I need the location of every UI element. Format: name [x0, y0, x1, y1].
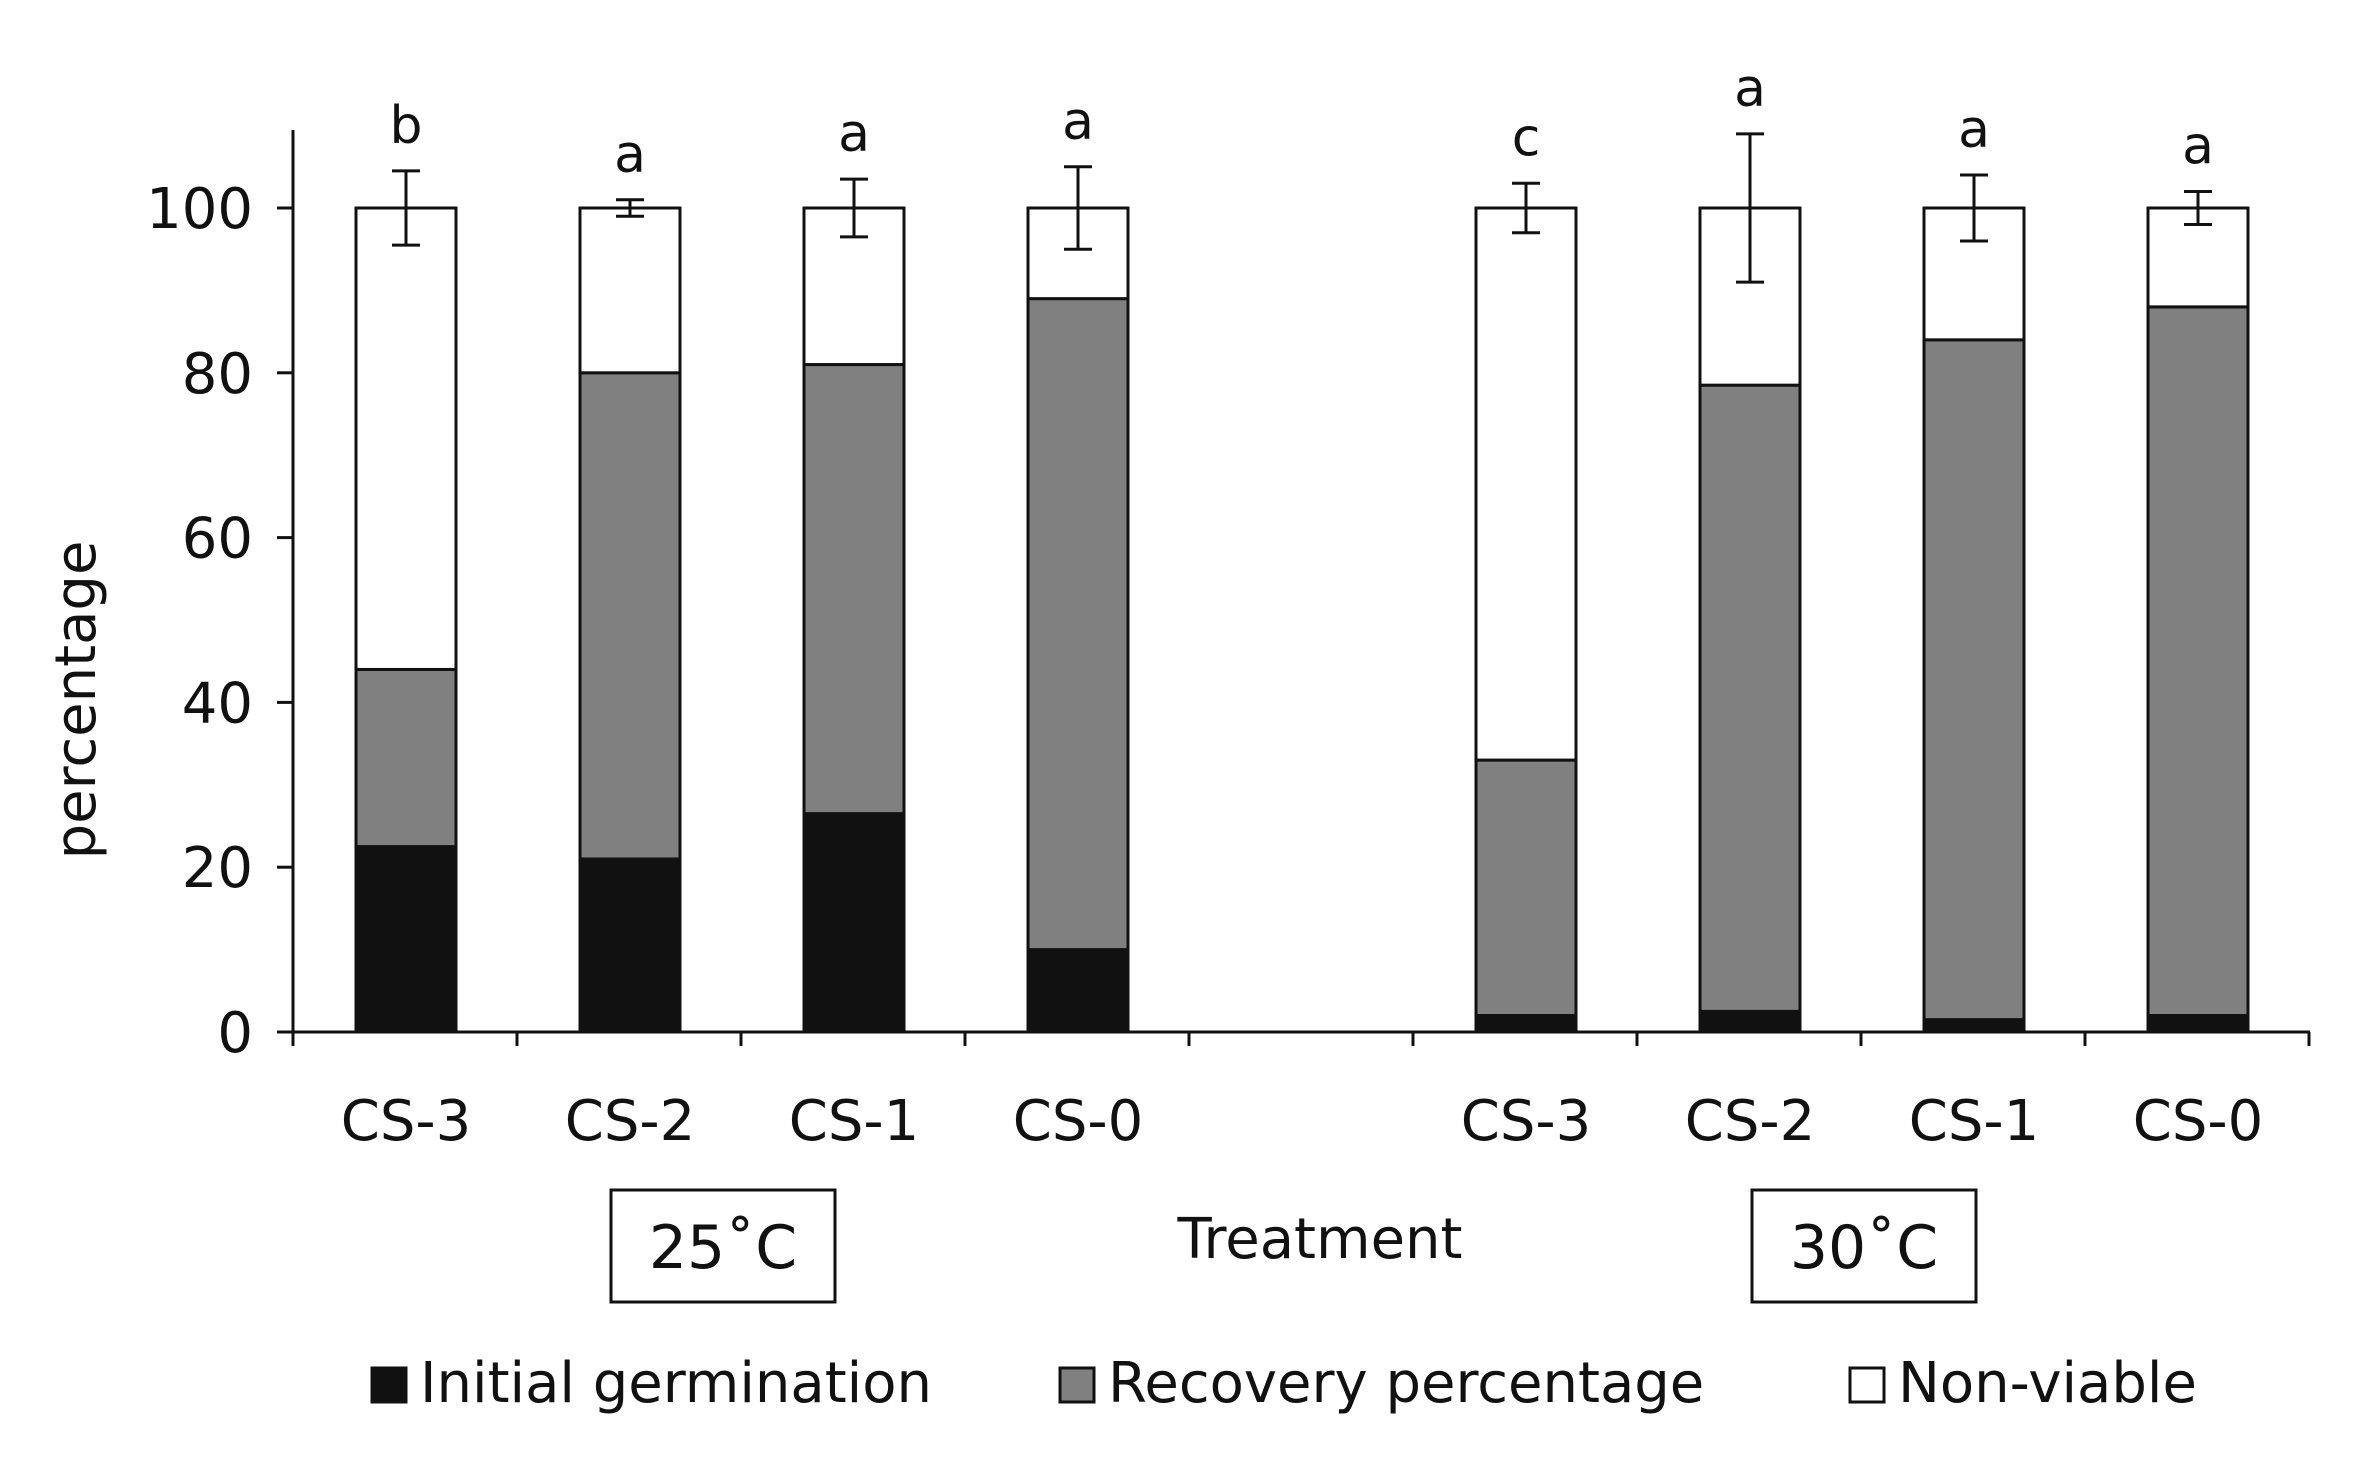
- category-label-0-3: CS-0: [1013, 1089, 1143, 1154]
- bar-segment-recovery-percentage-1-0: [1474, 758, 1578, 1018]
- significance-letter-0-0: b: [389, 96, 422, 156]
- category-label-1-2: CS-1: [1909, 1089, 2039, 1154]
- legend-swatch-1: [1058, 1366, 1096, 1404]
- group-label-1: 30˚C: [1790, 1213, 1938, 1283]
- bar-segment-initial-germination-0-0: [354, 845, 458, 1034]
- legend-swatch-2: [1848, 1366, 1886, 1404]
- bar-segment-non-viable-0-1: [578, 206, 682, 375]
- significance-letter-0-2: a: [838, 104, 870, 164]
- x-axis-title: Treatment: [1177, 1207, 1463, 1272]
- bar-segment-recovery-percentage-1-2: [1922, 338, 2026, 1022]
- category-label-1-3: CS-0: [2133, 1089, 2263, 1154]
- group-label-box-0: [609, 1188, 837, 1304]
- category-label-0-1: CS-2: [565, 1089, 695, 1154]
- significance-letter-1-2: a: [1958, 100, 1990, 160]
- group-label-box-1: [1750, 1188, 1978, 1304]
- bar-segment-initial-germination-1-3: [2146, 1014, 2250, 1034]
- legend-swatch-0: [370, 1366, 408, 1404]
- bar-segment-recovery-percentage-0-2: [802, 363, 906, 816]
- bar-segment-initial-germination-0-1: [578, 857, 682, 1034]
- legend: Initial germination Recovery percentage No…: [370, 1351, 2197, 1416]
- bar-segment-recovery-percentage-0-1: [578, 371, 682, 861]
- y-tick-label-60: 60: [182, 507, 253, 572]
- y-tick-label-20: 20: [182, 836, 253, 901]
- legend-label-0: Initial germination: [420, 1351, 932, 1416]
- bar-segment-initial-germination-1-2: [1922, 1018, 2026, 1034]
- category-label-0-0: CS-3: [341, 1089, 471, 1154]
- labels-layer: b CS-3 a CS-2 a CS-1 a CS-0 c CS-3 a CS-2 a CS-1 a CS-0…: [44, 59, 2263, 1304]
- y-tick-label-0: 0: [217, 1001, 253, 1066]
- legend-label-1: Recovery percentage: [1108, 1351, 1704, 1416]
- bar-segment-recovery-percentage-1-3: [2146, 305, 2250, 1018]
- significance-letter-1-0: c: [1512, 108, 1541, 168]
- bar-segment-non-viable-1-0: [1474, 206, 1578, 762]
- group-label-0: 25˚C: [649, 1213, 797, 1283]
- significance-letter-0-3: a: [1062, 92, 1094, 152]
- significance-letter-0-1: a: [614, 125, 646, 185]
- bar-segment-recovery-percentage-1-1: [1698, 383, 1802, 1013]
- bar-segment-initial-germination-1-1: [1698, 1009, 1802, 1034]
- significance-letter-1-3: a: [2182, 117, 2214, 177]
- significance-letter-1-1: a: [1734, 59, 1766, 119]
- bar-segment-initial-germination-1-0: [1474, 1014, 1578, 1034]
- category-label-0-2: CS-1: [789, 1089, 919, 1154]
- category-label-1-0: CS-3: [1461, 1089, 1591, 1154]
- bar-segment-initial-germination-0-2: [802, 812, 906, 1034]
- bar-segment-recovery-percentage-0-0: [354, 667, 458, 849]
- bars-layer: [354, 132, 2250, 1034]
- bar-segment-recovery-percentage-0-3: [1026, 297, 1130, 952]
- y-tick-label-100: 100: [146, 177, 253, 242]
- y-tick-label-40: 40: [182, 671, 253, 736]
- y-tick-label-80: 80: [182, 342, 253, 407]
- axes-layer: [277, 130, 2311, 1046]
- y-axis-title: percentage: [44, 541, 109, 860]
- category-label-1-1: CS-2: [1685, 1089, 1815, 1154]
- bar-segment-non-viable-0-0: [354, 206, 458, 671]
- legend-label-2: Non-viable: [1898, 1351, 2197, 1416]
- bar-segment-initial-germination-0-3: [1026, 948, 1130, 1034]
